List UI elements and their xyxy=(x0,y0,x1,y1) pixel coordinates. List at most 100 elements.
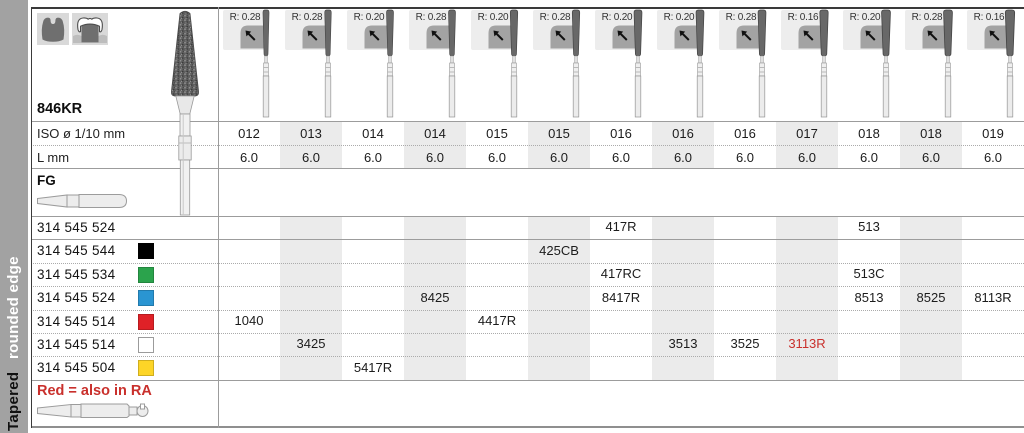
sidebar-category-label: Tapered xyxy=(5,371,22,431)
column-header: R: 0.28 xyxy=(900,8,962,120)
column-header: R: 0.28 xyxy=(218,8,280,120)
product-code: 8525 xyxy=(916,290,946,305)
color-code-chip xyxy=(138,314,154,330)
iso-value: 018 xyxy=(858,126,880,141)
rule-line xyxy=(31,333,1024,334)
crown-prep-drawing xyxy=(73,17,107,43)
product-code: 8425 xyxy=(420,290,450,305)
bur-icon xyxy=(324,9,332,118)
iso-row-label: ISO ø 1/10 mm xyxy=(37,126,126,141)
l-value: 6.0 xyxy=(673,150,693,165)
ra-shank-icon xyxy=(37,403,149,418)
order-number: 314 545 544 xyxy=(37,243,116,258)
bur-icon xyxy=(695,9,705,118)
tooth-silhouette-drawing xyxy=(41,17,65,42)
order-number: 314 545 514 xyxy=(37,314,116,329)
bur-icon xyxy=(1004,9,1016,118)
column-header: R: 0.28 xyxy=(528,8,590,120)
radius-label: R: 0.20 xyxy=(353,12,385,23)
iso-value: 018 xyxy=(920,126,942,141)
radius-box: R: 0.20 xyxy=(595,10,639,50)
radius-label: R: 0.28 xyxy=(229,12,261,23)
product-code: 3513 xyxy=(668,336,698,351)
radius-label: R: 0.20 xyxy=(477,12,509,23)
column-header: R: 0.16 xyxy=(962,8,1024,120)
l-value: 6.0 xyxy=(425,150,445,165)
radius-box: R: 0.20 xyxy=(657,10,701,50)
radius-label: R: 0.20 xyxy=(601,12,633,23)
rule-line xyxy=(31,239,1024,240)
l-value: 6.0 xyxy=(859,150,879,165)
diamond-bur-image xyxy=(171,10,199,216)
order-number: 314 545 524 xyxy=(37,290,116,305)
iso-value: 019 xyxy=(982,126,1004,141)
iso-value: 013 xyxy=(300,126,322,141)
column-header: R: 0.16 xyxy=(776,8,838,120)
radius-label: R: 0.28 xyxy=(539,12,571,23)
ra-note: Red = also in RA xyxy=(37,383,152,399)
series-title: 846KR xyxy=(37,101,83,117)
iso-value: 012 xyxy=(238,126,260,141)
product-code: 3425 xyxy=(296,336,326,351)
l-value: 6.0 xyxy=(797,150,817,165)
rule-line xyxy=(31,7,1024,9)
rule-line xyxy=(31,356,1024,357)
l-value: 6.0 xyxy=(301,150,321,165)
radius-box: R: 0.28 xyxy=(285,10,329,50)
bur-icon xyxy=(943,9,953,118)
radius-box: R: 0.16 xyxy=(967,10,1011,50)
bur-icon xyxy=(881,9,891,118)
rule-line xyxy=(31,310,1024,311)
bur-icon xyxy=(757,9,767,118)
rule-line xyxy=(31,216,1024,217)
radius-corner-icon xyxy=(860,25,886,49)
radius-corner-icon xyxy=(550,25,576,49)
tooth-silhouette-icon xyxy=(37,13,69,45)
bur-icon xyxy=(819,9,829,118)
radius-box: R: 0.28 xyxy=(905,10,949,50)
product-code: 8417R xyxy=(601,290,641,305)
radius-corner-icon xyxy=(364,25,390,49)
crown-prep-icon xyxy=(72,13,108,45)
column-header: R: 0.28 xyxy=(714,8,776,120)
rule-line xyxy=(31,380,1024,381)
l-value: 6.0 xyxy=(549,150,569,165)
sidebar-subcategory-label: rounded edge xyxy=(5,256,22,359)
radius-corner-icon xyxy=(922,25,948,49)
l-value: 6.0 xyxy=(921,150,941,165)
iso-value: 017 xyxy=(796,126,818,141)
product-code: 3525 xyxy=(730,336,760,351)
shank-type-label: FG xyxy=(37,173,56,188)
column-header: R: 0.28 xyxy=(404,8,466,120)
label-column-divider xyxy=(218,7,219,428)
color-code-chip xyxy=(138,267,154,283)
column-header: R: 0.28 xyxy=(280,8,342,120)
column-shade xyxy=(776,121,838,168)
rule-line xyxy=(31,286,1024,287)
column-shade xyxy=(652,121,714,168)
iso-value: 015 xyxy=(548,126,570,141)
radius-box: R: 0.16 xyxy=(781,10,825,50)
color-code-chip xyxy=(138,337,154,353)
rule-line xyxy=(31,121,1024,122)
radius-corner-icon xyxy=(488,25,514,49)
column-shade xyxy=(900,216,962,380)
product-code: 8513 xyxy=(854,290,884,305)
column-shade xyxy=(900,121,962,168)
column-shade xyxy=(280,121,342,168)
order-number: 314 545 534 xyxy=(37,267,116,282)
bur-icon xyxy=(633,9,643,118)
column-header: R: 0.20 xyxy=(342,8,404,120)
order-number: 314 545 504 xyxy=(37,360,116,375)
color-code-chip xyxy=(138,290,154,306)
radius-corner-icon xyxy=(612,25,638,49)
iso-value: 016 xyxy=(672,126,694,141)
column-shade xyxy=(776,216,838,380)
rule-line xyxy=(31,145,1024,146)
l-value: 6.0 xyxy=(363,150,383,165)
column-header: R: 0.20 xyxy=(466,8,528,120)
column-shade xyxy=(528,216,590,380)
radius-box: R: 0.28 xyxy=(409,10,453,50)
product-code: 5417R xyxy=(353,360,393,375)
product-code: 425CB xyxy=(539,243,579,258)
